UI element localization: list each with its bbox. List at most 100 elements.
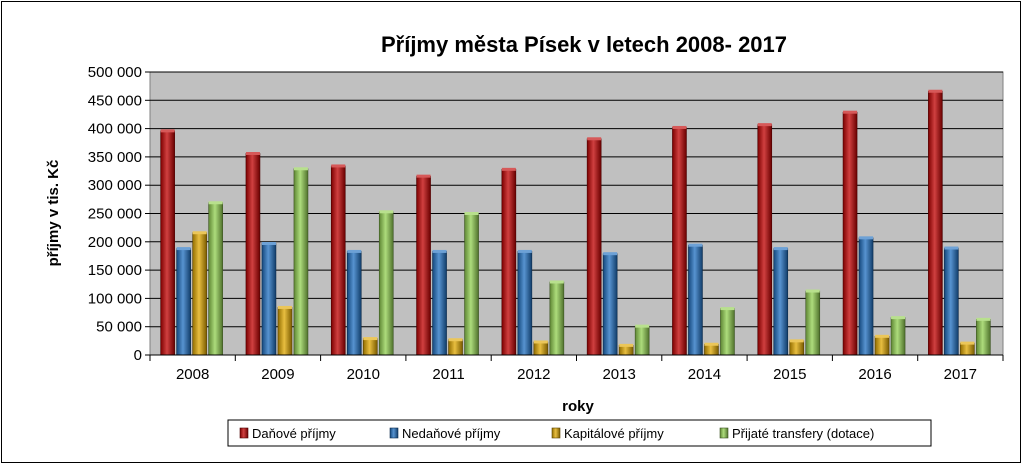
bar-2016-1 <box>858 237 874 356</box>
bar-cap-2016-3 <box>891 316 906 320</box>
bar-2009-0 <box>245 153 261 356</box>
bar-cap-2017-2 <box>960 341 975 345</box>
bar-2010-1 <box>346 251 362 356</box>
y-tick-label: 400 000 <box>88 121 142 138</box>
bar-cap-2010-1 <box>347 249 362 253</box>
bar-cap-2017-0 <box>928 89 943 93</box>
bar-2013-0 <box>586 138 602 356</box>
bar-cap-2016-2 <box>875 334 890 338</box>
bar-cap-2014-0 <box>672 125 687 129</box>
bar-cap-2013-2 <box>619 343 634 347</box>
x-tick-label: 2014 <box>688 366 721 383</box>
bar-cap-2012-0 <box>501 167 516 171</box>
bar-2010-3 <box>378 211 394 356</box>
x-tick-label: 2008 <box>176 366 209 383</box>
chart-title: Příjmy města Písek v letech 2008- 2017 <box>381 32 787 57</box>
bar-cap-2013-3 <box>635 324 650 328</box>
bar-cap-2009-1 <box>261 241 276 245</box>
bar-cap-2015-2 <box>789 339 804 343</box>
bar-cap-2012-1 <box>517 249 532 253</box>
bar-cap-2015-3 <box>805 289 820 293</box>
legend-swatch <box>389 427 399 439</box>
bar-2012-1 <box>517 251 533 356</box>
bar-2008-2 <box>192 232 207 356</box>
bar-2017-2 <box>960 342 975 356</box>
bar-2013-3 <box>634 325 650 356</box>
bar-cap-2012-2 <box>533 340 548 344</box>
bar-cap-2014-1 <box>688 243 703 247</box>
bar-cap-2008-3 <box>208 201 223 205</box>
bar-2011-1 <box>432 251 447 356</box>
bar-2016-3 <box>890 317 906 356</box>
legend-swatch <box>719 427 729 439</box>
bar-cap-2008-2 <box>192 231 207 235</box>
y-tick-label: 500 000 <box>88 64 142 81</box>
bar-cap-2017-3 <box>976 317 991 321</box>
bar-2012-3 <box>549 281 565 356</box>
bar-cap-2012-3 <box>549 280 564 284</box>
legend-label: Kapitálové příjmy <box>564 426 664 441</box>
bar-2008-0 <box>160 130 175 356</box>
bar-2015-1 <box>773 248 789 356</box>
bar-cap-2009-3 <box>293 167 308 171</box>
bar-2017-1 <box>944 247 959 356</box>
y-tick-label: 50 000 <box>96 319 142 336</box>
y-tick-label: 150 000 <box>88 262 142 279</box>
bar-cap-2011-2 <box>448 338 463 342</box>
legend-label: Přijaté transfery (dotace) <box>732 426 874 441</box>
bar-2008-3 <box>208 202 223 356</box>
y-tick-label: 0 <box>134 347 142 364</box>
bar-2013-1 <box>602 253 618 356</box>
legend-swatch <box>239 427 249 439</box>
bar-2009-2 <box>277 307 293 356</box>
bar-2009-3 <box>293 168 309 356</box>
bar-cap-2010-3 <box>379 210 394 214</box>
bar-cap-2011-0 <box>416 174 431 178</box>
bar-cap-2016-0 <box>843 110 858 114</box>
bar-cap-2010-2 <box>363 337 378 341</box>
legend: Daňové příjmy Nedaňové příjmy Kapitálové p… <box>239 426 874 441</box>
y-tick-label: 250 000 <box>88 206 142 223</box>
bar-cap-2009-0 <box>245 152 260 156</box>
y-tick-label: 450 000 <box>88 92 142 109</box>
x-axis-label: roky <box>562 398 594 415</box>
bar-cap-2015-0 <box>757 123 772 127</box>
y-tick-label: 350 000 <box>88 149 142 166</box>
x-tick-label: 2015 <box>773 366 806 383</box>
y-tick-label: 200 000 <box>88 234 142 251</box>
bar-2012-2 <box>533 341 549 356</box>
bar-2017-3 <box>976 319 991 356</box>
bar-2015-2 <box>789 340 805 356</box>
bar-2015-0 <box>757 124 773 356</box>
bar-2010-0 <box>330 165 346 356</box>
bar-cap-2008-1 <box>176 247 191 251</box>
x-tick-label: 2013 <box>602 366 635 383</box>
legend-box <box>227 419 932 447</box>
bar-cap-2013-0 <box>587 137 602 141</box>
bar-2012-0 <box>501 169 517 356</box>
x-tick-label: 2012 <box>517 366 550 383</box>
y-axis-ticks: 0 50 000 100 000 150 000 200 000 250 000 300 0… <box>88 64 150 364</box>
x-tick-label: 2009 <box>261 366 294 383</box>
bar-2016-0 <box>842 111 858 356</box>
bar-2011-0 <box>416 175 431 356</box>
bar-2014-3 <box>720 308 735 356</box>
bar-2009-1 <box>261 243 277 356</box>
legend-label: Daňové příjmy <box>252 426 336 441</box>
bar-cap-2016-1 <box>859 236 874 240</box>
bar-2017-0 <box>928 90 943 356</box>
bar-2011-2 <box>448 339 463 356</box>
bar-2014-0 <box>672 127 687 356</box>
x-tick-label: 2010 <box>347 366 380 383</box>
bar-cap-2010-0 <box>331 164 346 168</box>
x-axis-ticks: 2008 2009 2010 2011 2012 2013 2014 2015 2016 2017 <box>149 354 1004 383</box>
legend-swatch <box>551 427 561 439</box>
bar-cap-2015-1 <box>773 247 788 251</box>
bar-cap-2008-0 <box>160 129 175 133</box>
bar-cap-2014-2 <box>704 342 719 346</box>
bar-cap-2013-1 <box>603 252 618 256</box>
legend-label: Nedaňové příjmy <box>402 426 501 441</box>
x-tick-label: 2017 <box>944 366 977 383</box>
y-axis-label: příjmy v tis. Kč <box>45 160 62 267</box>
